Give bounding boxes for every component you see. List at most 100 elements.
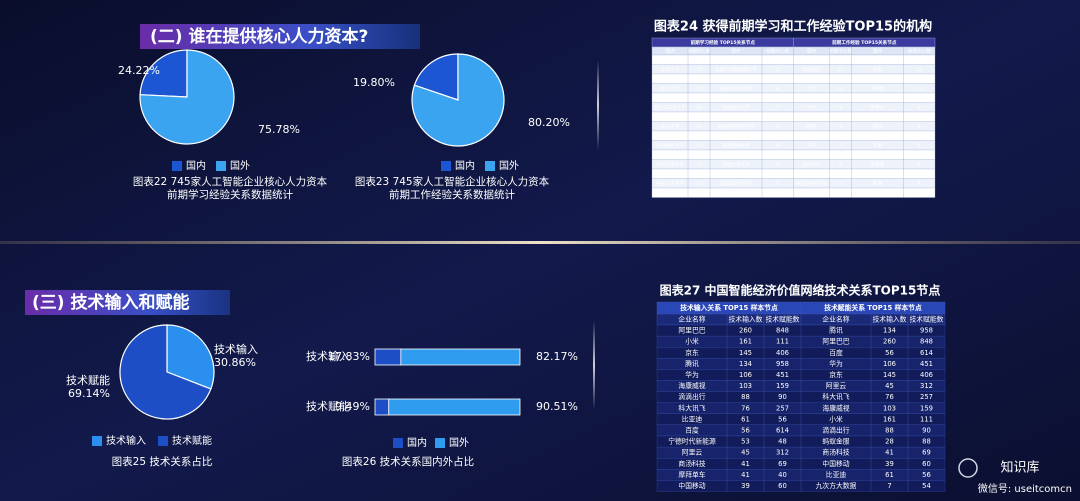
section-title: (二) 谁在提供核心人力资本? <box>150 26 368 47</box>
table-cell: 28 <box>885 438 894 446</box>
table-cell: 5 <box>776 181 779 187</box>
table-cell: 41 <box>885 449 894 457</box>
table-cell: Two Sigma <box>864 190 890 196</box>
table-column-header: 企业名称 <box>678 315 705 324</box>
section-banner <box>140 24 420 49</box>
table-cell: 16 <box>838 86 844 92</box>
pie-slice <box>166 324 215 390</box>
table-cell: 61 <box>885 471 894 479</box>
table-cell: 39 <box>741 482 750 490</box>
table-cell: 76 <box>741 404 750 412</box>
table-cell: 8 <box>918 95 921 101</box>
table-cell: 312 <box>776 449 789 457</box>
bar-segment <box>400 348 521 366</box>
table-cell: 海康威视 <box>822 403 849 412</box>
table-cell: 451 <box>776 371 789 379</box>
table-cell: 6 <box>918 124 921 130</box>
table-cell: 中兴 <box>807 104 817 111</box>
table-cell: 406 <box>920 371 933 379</box>
table-cell: 商汤科技 <box>678 459 705 468</box>
table-cell: 145 <box>739 349 752 357</box>
legend-swatch <box>92 436 102 446</box>
table-cell: 英国剑桥大学 <box>722 104 750 111</box>
table-cell: 美国康奈尔大学 <box>720 180 753 187</box>
table-cell: 英特尔 <box>871 85 885 92</box>
category-label: 技术输入 <box>306 349 350 363</box>
table-cell: 9 <box>839 124 842 130</box>
table-cell: 中国移动 <box>822 459 849 468</box>
slice-category: 技术输入 <box>214 342 258 356</box>
table-cell: 312 <box>920 382 933 390</box>
table-cell: 滴滴出行 <box>678 392 705 401</box>
table-cell: 848 <box>776 327 789 335</box>
table-cell: 复旦大学 <box>661 94 680 101</box>
table-cell: 106 <box>739 371 752 379</box>
chart-caption: 图表22 745家人工智能企业核心人力资本 <box>133 175 328 188</box>
table-cell: 科大讯飞 <box>822 392 849 401</box>
table-cell: 159 <box>776 382 789 390</box>
table-cell: 思科 <box>873 123 883 130</box>
table-cell: 90 <box>778 393 787 401</box>
table-cell: 6 <box>776 133 779 139</box>
data-label: 19.80% <box>353 76 395 89</box>
table-cell: 848 <box>920 338 933 346</box>
legend-label: 国外 <box>230 160 250 172</box>
table-cell: 百度 <box>685 425 699 434</box>
legend-swatch <box>172 161 182 171</box>
table-cell: 比亚迪 <box>682 414 703 423</box>
legend-swatch <box>158 436 168 446</box>
table-cell: 腾讯 <box>829 326 843 335</box>
table-cell: 260 <box>739 327 752 335</box>
table-cell: 69 <box>922 449 931 457</box>
table-cell: 24 <box>916 57 922 63</box>
table-cell: 中国移动 <box>678 481 705 490</box>
table-group-header-text: 前期学习经验 TOP15关系节点 <box>691 39 756 46</box>
legend-swatch <box>216 161 226 171</box>
table-cell: 雅虎 <box>873 94 883 101</box>
table-cell: 11 <box>775 67 781 73</box>
table-cell: 6 <box>839 162 842 168</box>
table-cell: 19 <box>696 124 702 130</box>
data-label: 17.83% <box>328 350 370 363</box>
table-cell: 电子科技大学 <box>656 132 684 139</box>
legend-label: 技术赋能 <box>172 434 212 447</box>
table-cell: 腾讯 <box>807 75 817 82</box>
table-cell: 小米 <box>829 414 843 423</box>
table-cell: 40 <box>778 471 787 479</box>
table-cell: 406 <box>776 349 789 357</box>
table-cell: 25 <box>696 95 702 101</box>
table-cell: 小米 <box>807 151 817 158</box>
table-group-header-text: 前期工作经验 TOP15关系节点 <box>832 39 897 46</box>
table-cell: 美国密歇根大学 <box>720 151 753 158</box>
separator <box>593 320 595 410</box>
table-cell: 5 <box>776 152 779 158</box>
table-cell: 111 <box>776 338 789 346</box>
table-cell: 摩拜单车 <box>678 470 705 479</box>
table-cell: 35 <box>696 86 702 92</box>
table-cell: 摩托罗拉 <box>802 189 821 196</box>
table-cell: 45 <box>885 382 894 390</box>
table-cell: 60 <box>778 482 787 490</box>
table-cell: 56 <box>741 426 750 434</box>
table-cell: 5 <box>776 162 779 168</box>
table-cell: 科大讯飞 <box>678 403 705 412</box>
table-cell: 5 <box>839 190 842 196</box>
table-cell: 美国佐治亚理工学院 <box>715 170 757 177</box>
table-cell: 14 <box>696 190 702 196</box>
data-label: 82.17% <box>536 350 578 363</box>
table-column-header: 技术输入数 <box>729 315 763 324</box>
table-column-header: 前期中心数 <box>766 48 789 55</box>
table-cell: 北京大学 <box>661 66 680 73</box>
table-cell: 5 <box>776 190 779 196</box>
separator <box>597 60 599 150</box>
table-cell: 浙江大学 <box>661 85 680 92</box>
chart-caption: 图表23 745家人工智能企业核心人力资本 <box>355 175 550 188</box>
table-cell: 中国科学技术大学 <box>652 113 689 120</box>
table-cell: 4 <box>918 171 921 177</box>
table-cell: 微软亚洲研究院 <box>795 180 828 187</box>
table-cell: 苹果 <box>873 142 883 149</box>
table-cell: 39 <box>885 460 894 468</box>
table-cell: 56 <box>885 349 894 357</box>
table-cell: 11 <box>838 95 844 101</box>
table-cell: 京东 <box>829 370 843 379</box>
